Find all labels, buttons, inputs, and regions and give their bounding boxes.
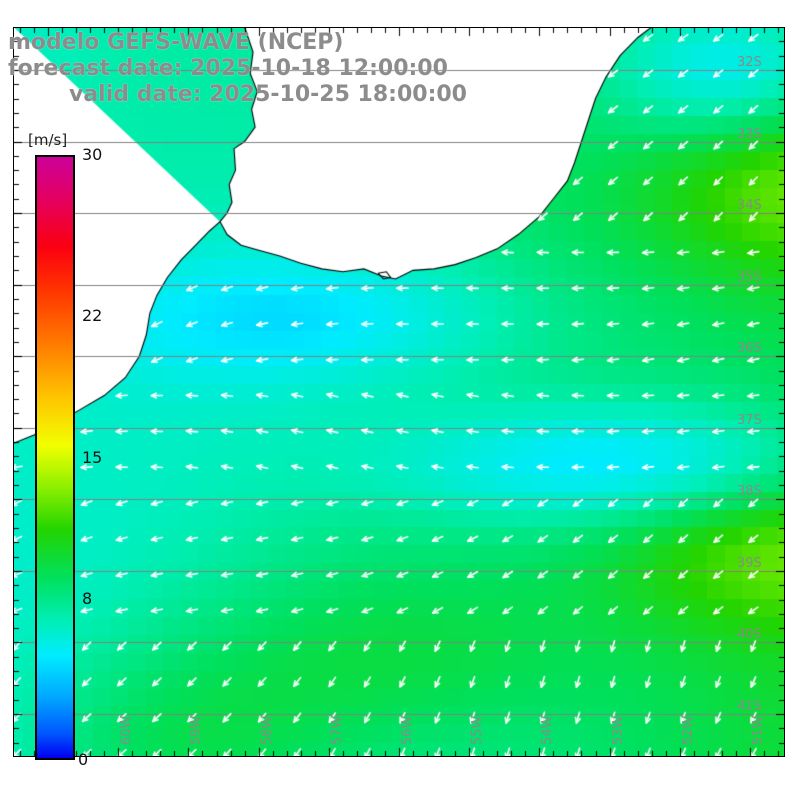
lon-label-52w: 52W <box>680 715 696 745</box>
lat-label-40s: 40S <box>737 627 762 643</box>
lat-label-38s: 38S <box>737 484 762 500</box>
lon-label-58w: 58W <box>259 715 275 745</box>
title-block: modelo GEFS-WAVE (NCEP) forecast date: 2… <box>8 30 528 108</box>
lon-label-60w: 60W <box>119 715 135 745</box>
wind-direction-arrows-layer <box>13 27 785 757</box>
colorbar <box>35 155 75 760</box>
forecast-date-text: forecast date: 2025-10-18 12:00:00 <box>8 56 448 81</box>
lat-label-32s: 32S <box>737 54 762 70</box>
colorbar-tick-8: 8 <box>82 588 93 608</box>
lon-label-55w: 55W <box>470 715 486 745</box>
colorbar-tick-15: 15 <box>82 447 103 467</box>
lon-label-54w: 54W <box>540 715 556 745</box>
lon-label-56w: 56W <box>400 715 415 745</box>
lat-label-35s: 35S <box>737 269 762 285</box>
lon-label-51w: 51W <box>750 715 766 745</box>
lat-label-33s: 33S <box>737 126 762 142</box>
lon-label-53w: 53W <box>610 715 626 745</box>
lat-label-34s: 34S <box>737 198 762 214</box>
lat-label-39s: 39S <box>737 555 762 571</box>
valid-date-text: valid date: 2025-10-25 18:00:00 <box>69 82 467 107</box>
colorbar-tick-30: 30 <box>82 145 103 164</box>
colorbar-tick-0: 0 <box>78 750 89 769</box>
colorbar-gradient <box>35 155 75 760</box>
lat-label-36s: 36S <box>737 341 762 357</box>
colorbar-tick-22: 22 <box>82 306 103 326</box>
lat-label-41s: 41S <box>737 699 762 715</box>
map-plot-area[interactable] <box>13 27 785 757</box>
colorbar-unit-label: [m/s] <box>28 131 68 149</box>
lon-label-57w: 57W <box>329 715 345 745</box>
lat-label-37s: 37S <box>737 412 762 428</box>
model-title: modelo GEFS-WAVE (NCEP) <box>8 30 344 55</box>
lon-label-59w: 59W <box>189 715 205 745</box>
